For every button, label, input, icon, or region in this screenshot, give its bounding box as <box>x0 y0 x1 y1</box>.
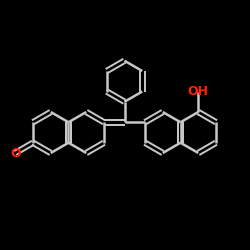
Text: O: O <box>10 146 20 160</box>
Text: OH: OH <box>188 85 209 98</box>
